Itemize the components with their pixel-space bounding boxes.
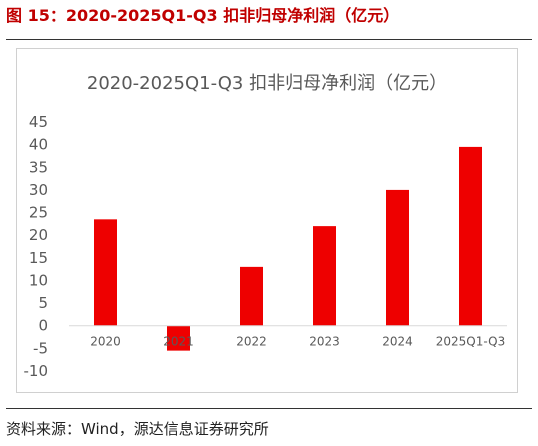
x-tick-label: 2020: [90, 335, 121, 349]
top-rule: [6, 39, 532, 40]
x-tick-label: 2025Q1-Q3: [436, 335, 505, 349]
y-tick-label: -10: [24, 362, 49, 380]
bar: [94, 219, 117, 326]
y-tick-label: 10: [29, 271, 48, 289]
y-tick-label: 20: [29, 226, 48, 244]
source-note: 资料来源：Wind，源达信息证券研究所: [6, 420, 269, 438]
x-axis: 2020 2021 2022 2023 2024 2025Q1-Q3: [90, 335, 505, 349]
x-tick-label: 2022: [236, 335, 267, 349]
y-axis: 45 40 35 30 25 20 15 10 5 0 -5 -10: [24, 113, 49, 380]
y-tick-label: 15: [29, 249, 48, 267]
y-tick-label: 0: [38, 317, 48, 335]
bar: [167, 325, 190, 351]
y-tick-label: 35: [29, 158, 48, 176]
y-tick-label: 5: [38, 294, 48, 312]
bar: [240, 266, 263, 326]
x-tick-label: 2021: [163, 335, 194, 349]
x-tick-label: 2024: [382, 335, 413, 349]
bars: [94, 146, 482, 351]
y-tick-label: 45: [29, 113, 48, 131]
bar: [313, 226, 336, 326]
bar: [386, 189, 409, 326]
bottom-rule: [6, 408, 532, 409]
bar-chart: 2020-2025Q1-Q3 扣非归母净利润（亿元） 45 40 35 30 25 20 1…: [24, 73, 507, 380]
y-tick-label: -5: [33, 339, 48, 357]
chart-area: 2020-2025Q1-Q3 扣非归母净利润（亿元） 45 40 35 30 25 20 1…: [16, 48, 518, 393]
x-tick-label: 2023: [309, 335, 340, 349]
y-tick-label: 40: [29, 136, 48, 154]
figure-caption: 图 15：2020-2025Q1-Q3 扣非归母净利润（亿元）: [6, 6, 400, 25]
chart-title: 2020-2025Q1-Q3 扣非归母净利润（亿元）: [87, 73, 447, 94]
bar: [459, 146, 482, 326]
y-tick-label: 25: [29, 204, 48, 222]
y-tick-label: 30: [29, 181, 48, 199]
